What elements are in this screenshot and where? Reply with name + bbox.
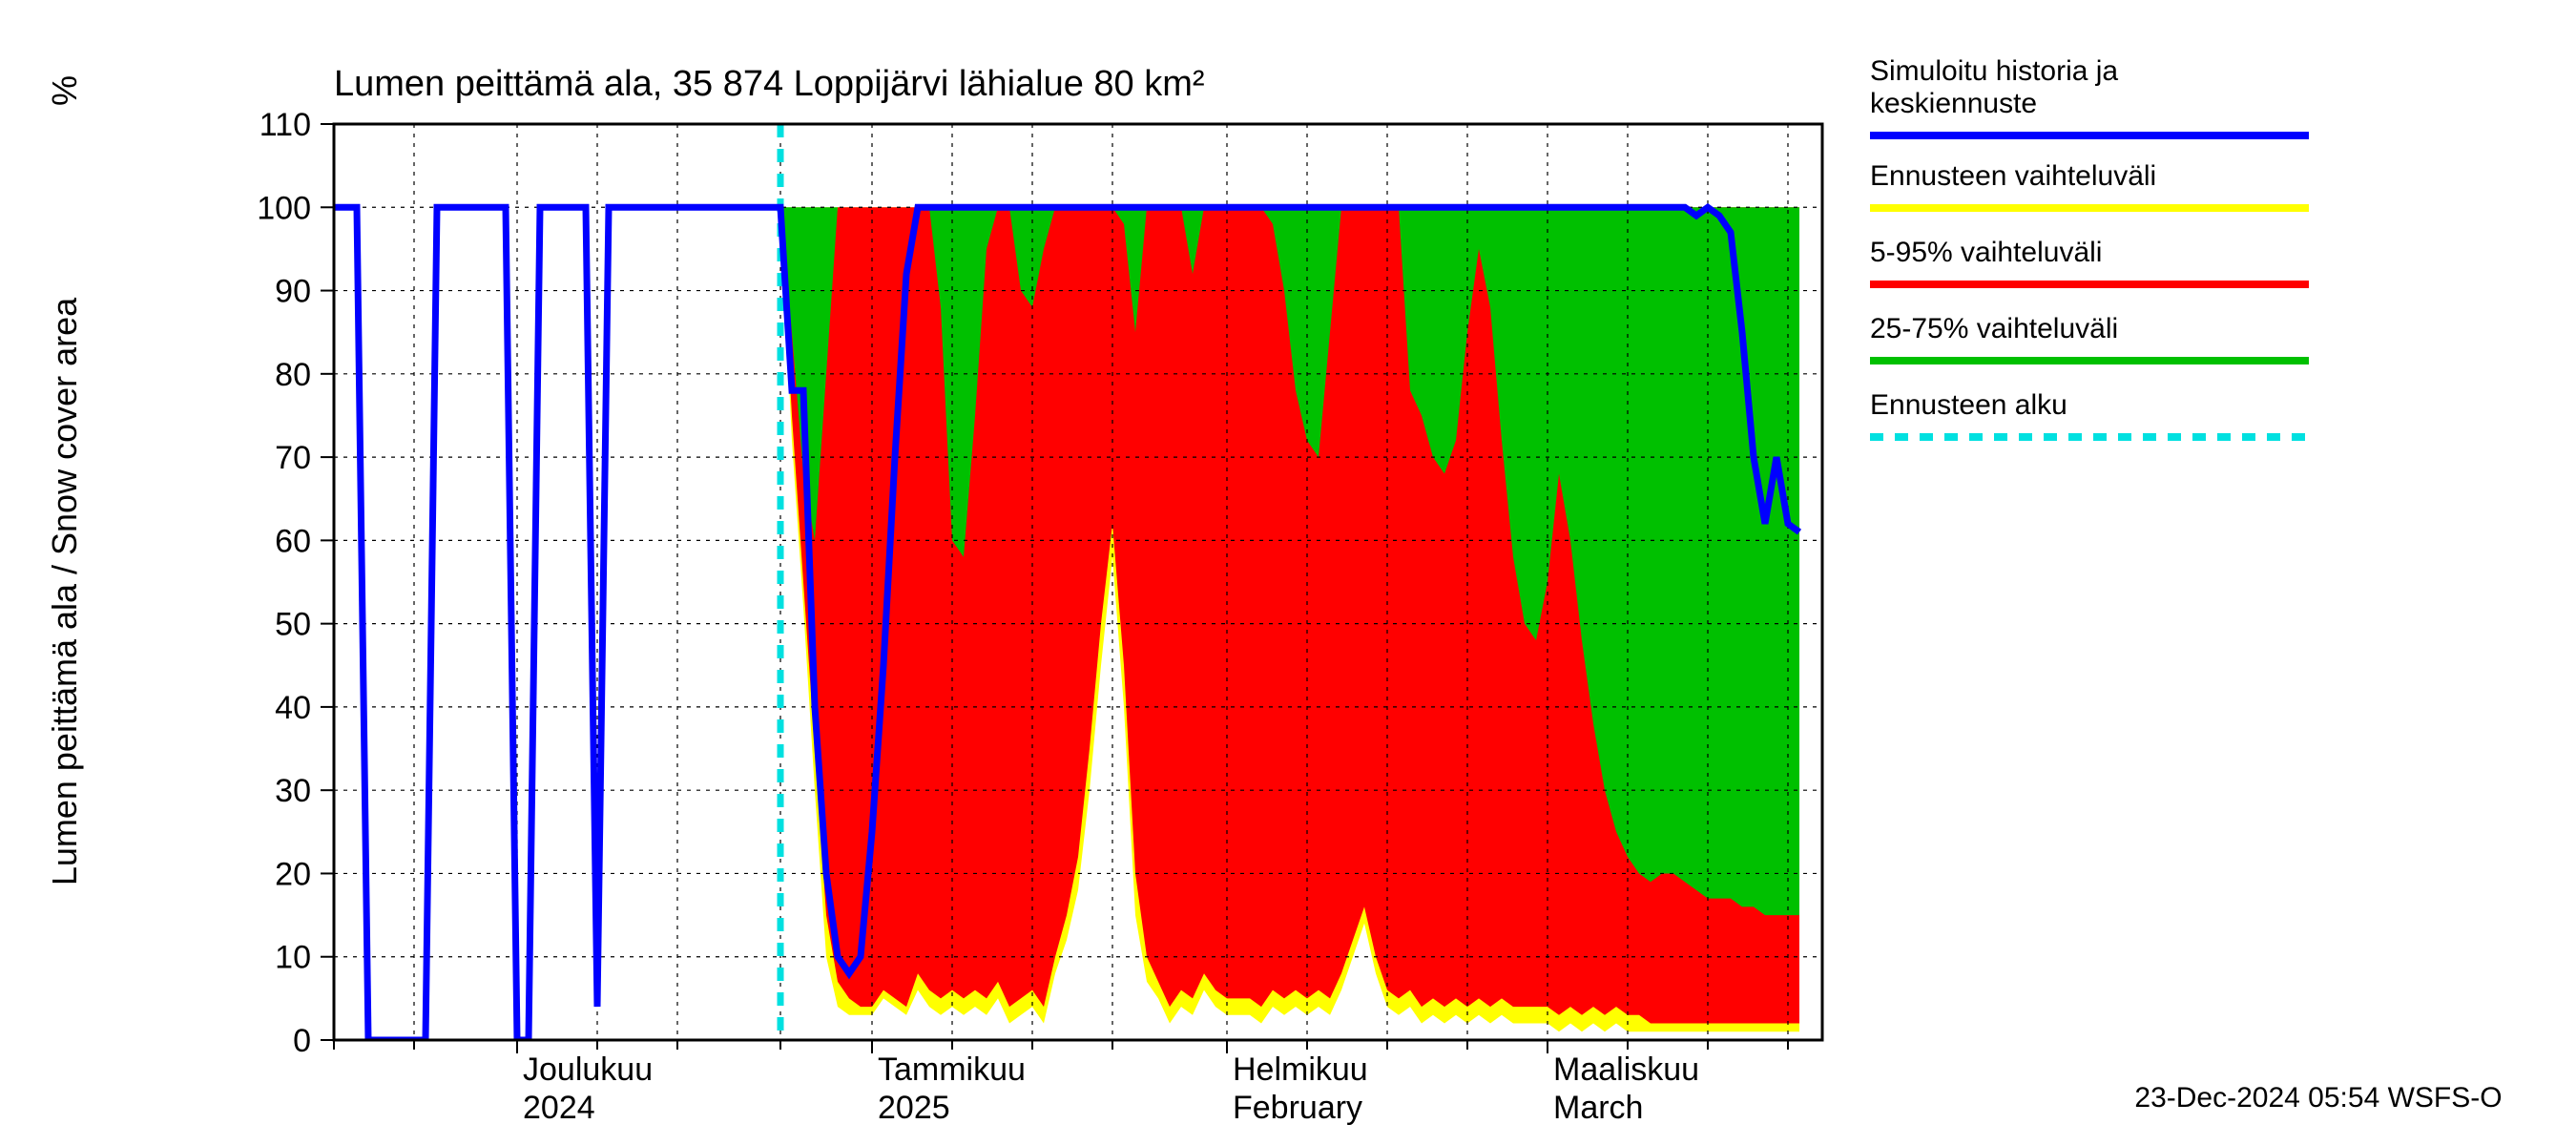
y-axis-label: Lumen peittämä ala / Snow cover area: [45, 297, 84, 885]
chart-title: Lumen peittämä ala, 35 874 Loppijärvi lä…: [334, 64, 1205, 104]
y-tick-label: 50: [275, 607, 311, 643]
y-tick-label: 10: [275, 940, 311, 976]
plot-area: 0 10 20 30 40 50 60 70 80 90 100 110 Joulukuu2024 Tam…: [257, 107, 1822, 1126]
y-tick-label: 40: [275, 690, 311, 726]
y-tick-label: 60: [275, 523, 311, 559]
x-tick-label: Tammikuu: [878, 1051, 1026, 1088]
legend-label: Ennusteen alku: [1870, 389, 2067, 421]
y-tick-label: 100: [257, 190, 311, 226]
legend-label: keskiennuste: [1870, 88, 2037, 119]
x-tick-sublabel: 2025: [878, 1090, 950, 1126]
legend-label: 25-75% vaihteluväli: [1870, 313, 2118, 344]
x-tick-sublabel: March: [1553, 1090, 1643, 1126]
legend-label: Ennusteen vaihteluväli: [1870, 160, 2156, 192]
x-tick-sublabel: February: [1233, 1090, 1362, 1126]
x-tick-sublabel: 2024: [523, 1090, 595, 1126]
x-tick-label: Joulukuu: [523, 1051, 653, 1088]
y-tick-label: 20: [275, 856, 311, 892]
legend-label: 5-95% vaihteluväli: [1870, 237, 2102, 268]
forecast-bands: [780, 207, 1799, 1031]
y-tick-label: 70: [275, 440, 311, 476]
legend: Simuloitu historia jakeskiennuste Ennuste…: [1870, 55, 2309, 437]
x-tick-label: Helmikuu: [1233, 1051, 1368, 1088]
legend-label: Simuloitu historia ja: [1870, 55, 2118, 87]
snow-cover-chart: Lumen peittämä ala / Snow cover area % L…: [0, 0, 2576, 1145]
y-axis-unit: %: [45, 75, 84, 106]
y-tick-label: 90: [275, 274, 311, 310]
footer-timestamp: 23-Dec-2024 05:54 WSFS-O: [2134, 1082, 2502, 1114]
y-tick-label: 80: [275, 357, 311, 393]
x-tick-label: Maaliskuu: [1553, 1051, 1699, 1088]
y-tick-label: 110: [260, 107, 311, 143]
y-tick-label: 30: [275, 773, 311, 809]
y-tick-label: 0: [293, 1023, 311, 1059]
